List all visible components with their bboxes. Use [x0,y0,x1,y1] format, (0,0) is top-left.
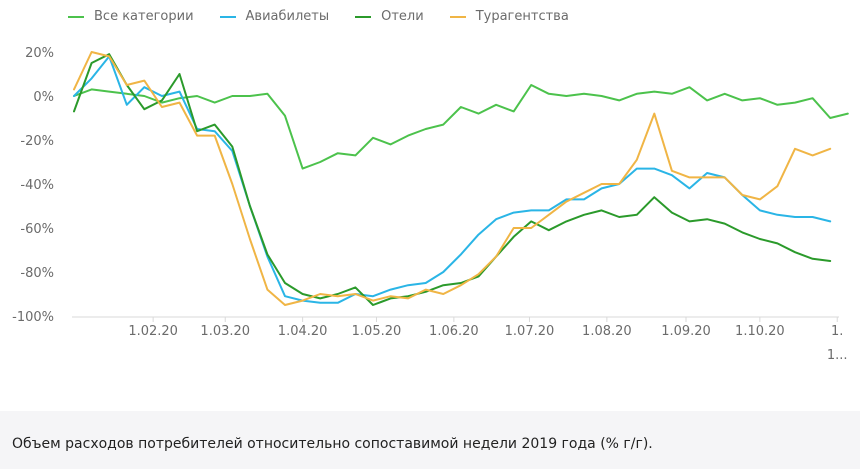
legend-item-hotels[interactable]: Отели [355,9,424,24]
legend-swatch-hotels [355,15,372,18]
legend-label-flights: Авиабилеты [245,9,330,24]
y-axis: 20% 0% -20% -40% -60% -80% -100% [12,46,54,325]
y-tick-label-3: -40% [20,178,54,193]
y-tick-label-1: 0% [33,90,54,105]
y-tick-label-5: -80% [20,266,54,281]
y-tick-label-4: -60% [20,222,54,237]
x-tick-label-4: 1.06.20 [429,324,479,339]
x-tick-label-9: 1. [831,324,843,339]
legend-label-all: Все категории [94,9,194,24]
series-line-3[interactable] [73,51,832,306]
legend-swatch-travel-agencies [449,15,466,18]
x-tick-sublabel-9: 1... [827,348,848,363]
x-tick-label-8: 1.10.20 [735,324,785,339]
series-layer [73,51,849,306]
y-tick-label-0: 20% [25,46,54,61]
chart-caption: Объем расходов потребителей относительно… [0,411,860,469]
legend-item-flights[interactable]: Авиабилеты [219,9,330,24]
legend-label-travel-agencies: Турагентства [475,9,569,24]
y-tick-label-6: -100% [12,310,54,325]
legend-item-all[interactable]: Все категории [68,9,194,24]
line-chart: 20% 0% -20% -40% -60% -80% -100% 1.02.20 1.03.2… [12,46,849,363]
series-line-0[interactable] [73,84,849,170]
legend-swatch-flights [219,15,236,18]
legend-swatch-all [68,15,84,18]
x-tick-label-0: 1.02.20 [128,324,178,339]
legend-item-travel-agencies[interactable]: Турагентства [449,9,569,24]
series-line-2[interactable] [73,53,832,306]
x-tick-label-2: 1.04.20 [278,324,328,339]
x-tick-label-3: 1.05.20 [352,324,402,339]
y-tick-label-2: -20% [20,134,54,149]
x-tick-label-5: 1.07.20 [505,324,555,339]
chart-legend: Все категории Авиабилеты Отели Турагентс… [68,9,569,24]
legend-label-hotels: Отели [381,9,424,24]
x-tick-label-6: 1.08.20 [582,324,632,339]
x-axis: 1.02.20 1.03.20 1.04.20 1.05.20 1.06.20 1.07.… [72,316,848,363]
series-line-1[interactable] [73,55,832,304]
x-tick-label-1: 1.03.20 [200,324,250,339]
x-tick-label-7: 1.09.20 [661,324,711,339]
